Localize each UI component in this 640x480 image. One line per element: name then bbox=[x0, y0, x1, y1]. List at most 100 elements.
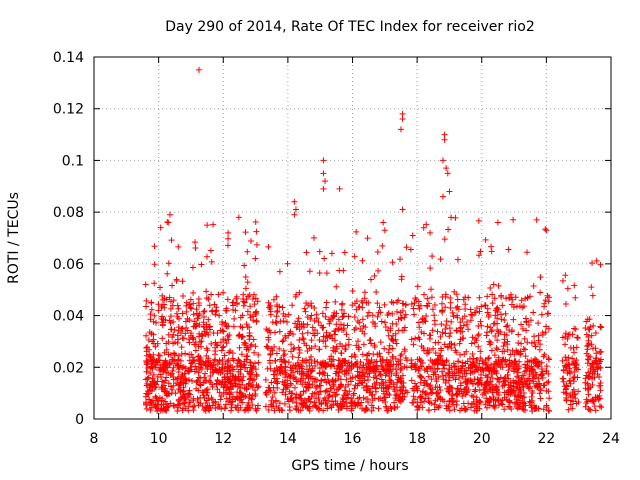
data-point bbox=[155, 307, 162, 314]
data-point bbox=[530, 359, 537, 366]
data-point bbox=[177, 381, 184, 388]
data-point bbox=[378, 385, 385, 392]
data-point bbox=[361, 295, 368, 302]
data-point bbox=[208, 258, 215, 265]
data-point bbox=[151, 380, 158, 387]
data-point bbox=[292, 365, 299, 372]
data-point bbox=[597, 261, 604, 268]
data-point bbox=[534, 383, 541, 390]
data-point bbox=[220, 289, 227, 296]
data-point bbox=[311, 378, 318, 385]
data-point bbox=[472, 386, 479, 393]
data-point bbox=[308, 360, 315, 367]
data-point bbox=[482, 236, 489, 243]
data-point bbox=[477, 248, 484, 255]
data-point bbox=[303, 357, 310, 364]
data-point bbox=[562, 330, 569, 337]
data-point bbox=[153, 403, 160, 410]
data-point bbox=[350, 390, 357, 397]
data-point bbox=[333, 386, 340, 393]
data-point bbox=[418, 375, 425, 382]
data-point bbox=[438, 345, 444, 352]
data-point bbox=[499, 358, 506, 365]
data-point bbox=[569, 398, 576, 405]
data-point bbox=[181, 400, 188, 407]
data-point bbox=[290, 346, 297, 353]
data-point bbox=[182, 396, 189, 403]
data-point bbox=[152, 364, 159, 371]
data-point bbox=[467, 364, 474, 371]
data-point bbox=[574, 334, 581, 341]
y-tick-label: 0.1 bbox=[62, 153, 84, 169]
data-point bbox=[309, 403, 316, 410]
data-point bbox=[571, 325, 578, 332]
data-point bbox=[145, 337, 152, 344]
data-point bbox=[418, 328, 425, 335]
data-point bbox=[471, 339, 478, 346]
data-point bbox=[589, 259, 596, 266]
data-point bbox=[393, 361, 400, 368]
x-tick-label: 24 bbox=[602, 431, 620, 447]
data-point bbox=[303, 249, 310, 256]
data-point bbox=[374, 313, 381, 320]
data-point bbox=[220, 390, 227, 397]
data-point bbox=[237, 362, 244, 369]
data-point bbox=[218, 347, 225, 354]
data-point bbox=[151, 280, 158, 287]
y-tick-label: 0 bbox=[75, 412, 84, 428]
data-point bbox=[262, 389, 269, 396]
data-point bbox=[313, 311, 320, 318]
data-point bbox=[519, 304, 526, 311]
data-point bbox=[273, 319, 280, 326]
data-point bbox=[175, 404, 182, 411]
data-point bbox=[308, 353, 315, 360]
data-point bbox=[475, 331, 482, 338]
data-point bbox=[333, 343, 340, 350]
data-point bbox=[571, 368, 578, 375]
data-point bbox=[431, 302, 438, 309]
data-point bbox=[236, 344, 243, 351]
data-point bbox=[255, 351, 262, 358]
data-point bbox=[201, 328, 208, 335]
data-point bbox=[443, 357, 450, 364]
data-point bbox=[156, 357, 163, 364]
data-point bbox=[498, 292, 505, 299]
data-point bbox=[454, 296, 461, 303]
data-point bbox=[459, 373, 466, 380]
data-point bbox=[229, 383, 236, 390]
data-point bbox=[417, 393, 424, 400]
data-point bbox=[399, 206, 406, 213]
data-point bbox=[219, 321, 226, 328]
data-point bbox=[142, 376, 149, 383]
data-point bbox=[540, 353, 547, 360]
data-point bbox=[546, 408, 553, 415]
data-point bbox=[228, 401, 235, 408]
data-point bbox=[421, 377, 428, 384]
data-point bbox=[470, 398, 477, 405]
data-point bbox=[477, 366, 484, 373]
data-point bbox=[179, 335, 186, 342]
data-point bbox=[397, 309, 404, 316]
data-point bbox=[243, 321, 250, 328]
data-point bbox=[222, 319, 229, 326]
data-point bbox=[153, 319, 160, 326]
data-point bbox=[510, 304, 517, 311]
data-point bbox=[499, 397, 506, 404]
axis-ticks bbox=[93, 56, 612, 420]
data-point bbox=[267, 311, 274, 318]
data-point bbox=[493, 389, 500, 396]
data-point bbox=[354, 318, 361, 325]
data-point bbox=[304, 348, 311, 355]
data-point bbox=[342, 383, 349, 390]
data-point bbox=[488, 248, 495, 255]
data-point bbox=[359, 257, 366, 264]
data-point bbox=[172, 360, 179, 367]
data-point bbox=[570, 386, 577, 393]
data-point bbox=[291, 345, 298, 352]
data-point bbox=[544, 310, 551, 317]
data-point bbox=[321, 370, 328, 377]
data-point bbox=[187, 296, 194, 303]
data-point bbox=[404, 389, 411, 396]
data-point bbox=[590, 345, 597, 352]
data-point bbox=[192, 363, 199, 370]
